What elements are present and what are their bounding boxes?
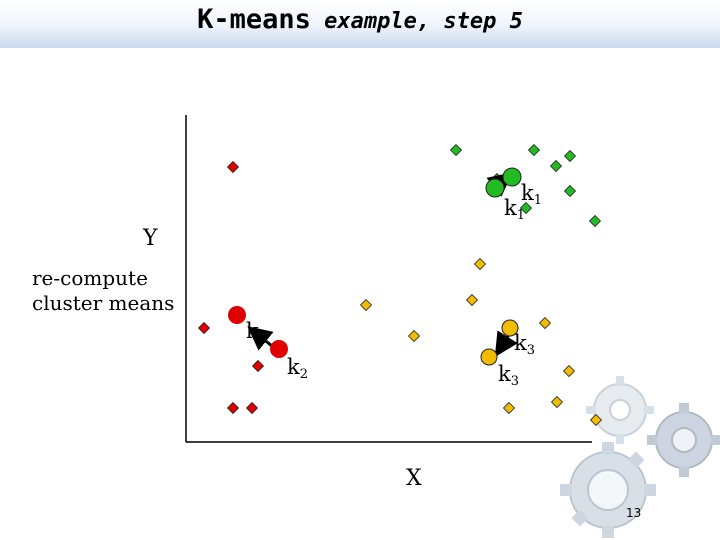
green-point (549, 159, 563, 173)
yellow-point (359, 298, 373, 312)
red-point (245, 401, 259, 415)
green-point (588, 214, 602, 228)
x-axis-label: X (406, 466, 422, 491)
yellow-point (538, 316, 552, 330)
yellow-point (550, 395, 564, 409)
red-point (226, 401, 240, 415)
label-k1-a: k1 (521, 181, 542, 208)
cluster-3-points (359, 257, 603, 427)
page-number: 13 (626, 506, 642, 520)
green-point (563, 149, 577, 163)
centroid-3-new (480, 348, 498, 366)
centroid-3-old (501, 319, 519, 337)
centroid-2-arrow (247, 326, 274, 351)
label-k3-b: k3 (498, 362, 519, 389)
green-point (519, 201, 533, 215)
title-main: K-means (197, 4, 311, 35)
centroid-2-new (270, 340, 288, 358)
red-point (226, 160, 240, 174)
gear-watermark-icon (560, 376, 720, 538)
yellow-point (589, 413, 603, 427)
cluster-1-points (449, 143, 602, 228)
centroid-1-new (502, 167, 522, 187)
caption-line-1: re-compute (32, 266, 148, 290)
green-point (563, 184, 577, 198)
label-k2-a: k2 (246, 319, 267, 346)
title-rest: example, step 5 (310, 9, 523, 34)
yellow-point (407, 329, 421, 343)
centroid-1-old (485, 178, 505, 198)
yellow-point (465, 293, 479, 307)
yellow-point (473, 257, 487, 271)
centroid-2-old (228, 306, 246, 324)
y-axis-label: Y (143, 226, 158, 251)
red-point (197, 321, 211, 335)
green-point (527, 143, 541, 157)
red-point (251, 359, 265, 373)
step-caption: re-compute cluster means (32, 266, 174, 316)
green-point (449, 143, 463, 157)
label-k1-b: k1 (504, 196, 525, 223)
label-k2-b: k2 (287, 355, 308, 382)
label-k3-a: k3 (514, 331, 535, 358)
yellow-point (502, 401, 516, 415)
yellow-point (562, 364, 576, 378)
cluster-2-points (197, 160, 265, 415)
slide-title: K-means example, step 5 (0, 4, 720, 35)
title-bar (0, 0, 720, 48)
caption-line-2: cluster means (32, 291, 175, 315)
